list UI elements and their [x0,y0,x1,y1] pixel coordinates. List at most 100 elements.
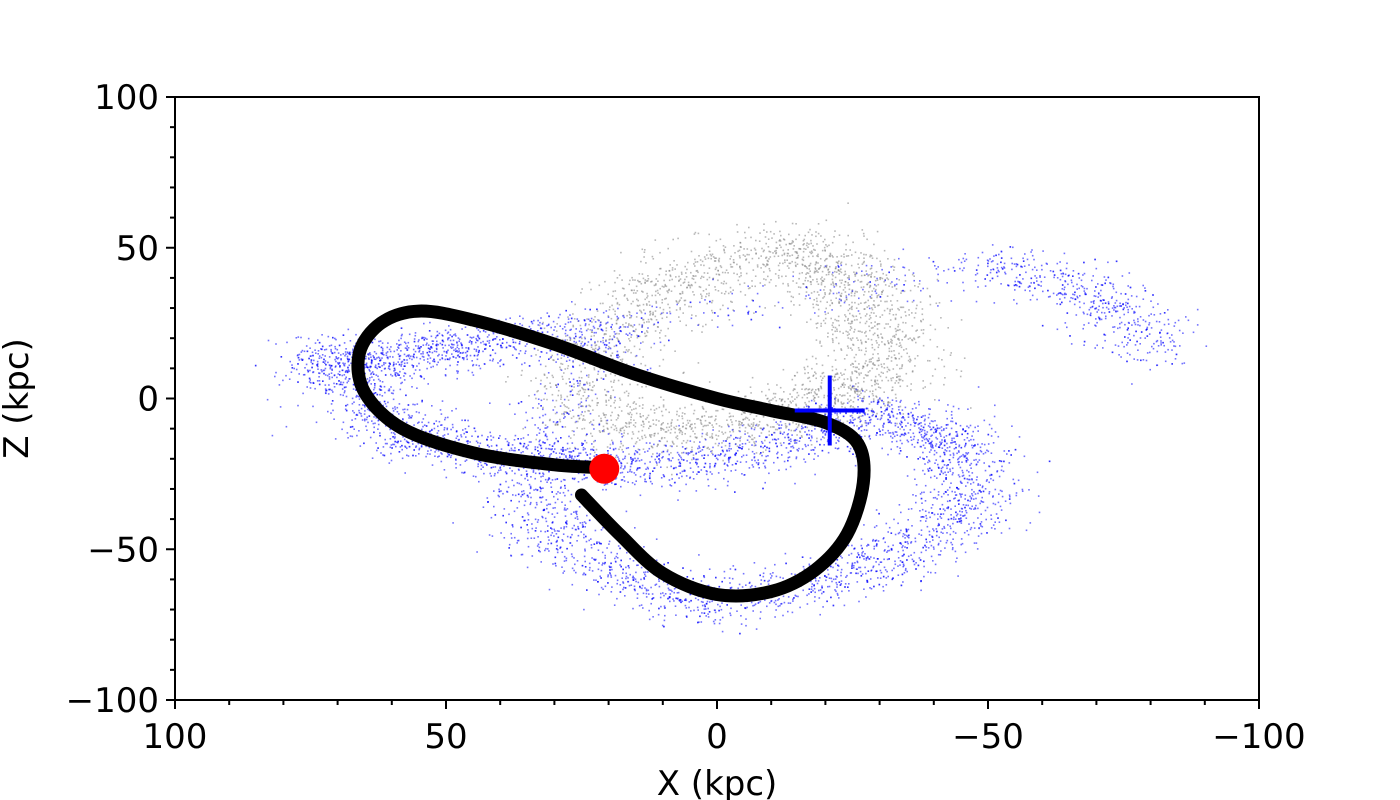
particle-point [584,419,586,421]
particle-point [552,409,555,411]
particle-point [879,316,881,318]
particle-point [567,399,570,401]
particle-point [861,387,863,390]
particle-point [642,277,645,280]
particle-point [590,346,593,348]
particle-point [949,533,952,536]
particle-point [862,232,865,235]
particle-point [853,271,855,273]
particle-point [640,362,642,365]
particle-point [849,249,851,251]
particle-point [621,360,623,363]
particle-point [700,580,703,582]
particle-point [721,442,723,444]
particle-point [834,401,836,404]
particle-point [542,473,545,476]
particle-point [628,425,631,428]
particle-point [692,278,695,280]
particle-point [722,245,725,247]
particle-point [402,418,404,420]
particle-point [913,275,915,277]
particle-point [757,459,759,461]
particle-point [977,535,980,537]
particle-point [587,395,590,397]
particle-point [774,428,777,431]
particle-point [623,391,626,394]
particle-point [817,255,819,258]
particle-point [739,266,741,268]
particle-point [508,543,511,546]
particle-point [697,418,700,420]
particle-point [831,302,833,304]
particle-point [867,299,869,302]
particle-point [335,360,337,363]
particle-point [568,378,570,380]
particle-point [894,357,897,359]
particle-point [876,334,879,337]
particle-point [630,302,633,305]
particle-point [876,379,879,382]
particle-point [861,573,864,575]
particle-point [748,448,750,451]
particle-point [909,289,912,292]
particle-point [751,257,754,260]
particle-point [587,396,589,399]
particle-point [645,418,647,420]
particle-point [795,403,797,406]
particle-point [615,319,618,322]
particle-point [603,414,606,416]
particle-point [891,304,893,306]
particle-point [602,412,605,415]
particle-point [590,331,593,333]
particle-point [716,409,719,412]
particle-point [585,441,588,444]
particle-point [850,421,853,424]
particle-point [762,263,764,266]
particle-point [671,590,673,593]
particle-point [592,381,594,383]
particle-point [861,397,864,400]
particle-point [968,474,971,477]
particle-point [681,600,684,603]
particle-point [614,399,616,402]
particle-point [539,550,541,553]
particle-point [715,266,718,269]
particle-point [404,347,407,349]
particle-point [873,364,875,366]
particle-point [870,556,872,558]
particle-point [935,302,938,305]
particle-point [1121,275,1124,277]
particle-point [773,601,776,604]
particle-point [432,365,434,368]
particle-point [605,404,608,406]
particle-point [457,337,460,339]
particle-point [643,251,646,253]
particle-point [702,290,705,292]
particle-point [809,228,811,231]
particle-point [845,263,847,266]
particle-point [553,443,556,445]
particle-point [890,345,893,348]
particle-point [616,356,618,358]
particle-point [561,354,563,356]
particle-point [768,441,771,444]
particle-point [585,399,587,402]
particle-point [891,342,893,344]
particle-point [947,494,949,496]
particle-point [816,280,818,283]
particle-point [636,336,639,339]
particle-point [844,406,846,409]
particle-point [864,435,866,437]
particle-point [691,284,693,287]
particle-point [877,383,879,385]
particle-point [967,504,969,507]
particle-point [814,452,816,455]
particle-point [942,472,945,475]
particle-point [905,334,907,336]
particle-point [843,301,846,304]
particle-point [664,431,667,433]
particle-point [574,421,577,424]
particle-point [632,326,634,328]
particle-point [860,372,862,374]
particle-point [832,341,834,344]
